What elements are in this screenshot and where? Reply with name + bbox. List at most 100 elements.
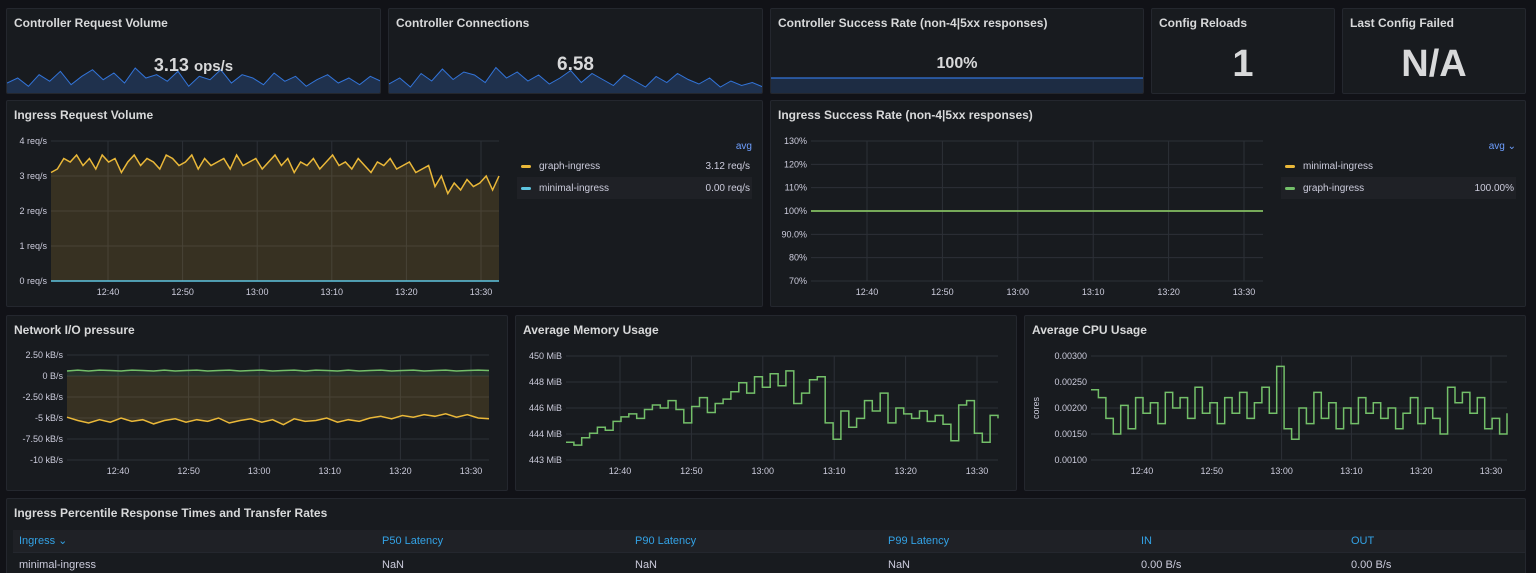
column-header-in[interactable]: IN (1135, 530, 1345, 552)
y-tick-label: 3 req/s (19, 171, 47, 181)
config-reloads-panel[interactable]: Config Reloads 1 (1151, 8, 1335, 94)
x-tick-label: 13:30 (1480, 466, 1503, 476)
legend-calc-header[interactable]: avg (735, 141, 752, 152)
panel-title: Ingress Percentile Response Times and Tr… (14, 506, 328, 520)
controller-success-rate-panel[interactable]: Controller Success Rate (non-4|5xx respo… (770, 8, 1144, 94)
ingress-success-legend: avg ⌄ minimal-ingress graph-ingress 100.… (1281, 141, 1516, 199)
x-tick-label: 12:40 (107, 466, 130, 476)
legend-swatch (521, 186, 531, 190)
y-axis-label: cores (1031, 397, 1041, 420)
stat-value: 3.13 ops/s (153, 55, 234, 75)
cpu-usage-chart: 0.00300 0.00250 0.00200 0.00150 0.00100 12:40… (1031, 351, 1508, 476)
network-io-panel[interactable]: Network I/O pressure 2.50 kB/s 0 B/s -2.50… (6, 315, 508, 491)
y-tick-label: 0.00150 (1054, 429, 1087, 439)
legend-swatch (1285, 164, 1295, 168)
column-header-out[interactable]: OUT (1345, 530, 1525, 552)
stat-value: 1 (1232, 43, 1254, 85)
series-line (66, 369, 490, 372)
ingress-request-volume-panel[interactable]: Ingress Request Volume 4 req/s 3 req/s 2 r… (6, 100, 763, 307)
stat-value: 100% (936, 55, 978, 72)
x-tick-label: 13:20 (894, 466, 917, 476)
x-tick-label: 12:40 (97, 287, 120, 297)
y-tick-label: 444 MiB (529, 429, 562, 439)
panel-title: Config Reloads (1159, 16, 1248, 30)
sparkline (7, 67, 380, 93)
ingress-success-rate-chart: 130% 120% 110% 100% 90.0% 80% 70% 12:40 12:50 13:… (781, 136, 1263, 297)
panel-title: Controller Request Volume (14, 16, 168, 30)
x-tick-label: 12:40 (1131, 466, 1154, 476)
x-tick-label: 12:50 (931, 287, 954, 297)
y-tick-label: 90.0% (781, 229, 807, 239)
cpu-usage-panel[interactable]: Average CPU Usage 0.00300 0.00250 0.00200 0… (1024, 315, 1526, 491)
legend-item[interactable]: graph-ingress 3.12 req/s (517, 155, 752, 177)
y-tick-label: 2 req/s (19, 206, 47, 216)
panel-title: Last Config Failed (1350, 16, 1455, 30)
column-header-p99[interactable]: P99 Latency (882, 530, 1135, 552)
x-tick-label: 13:30 (966, 466, 989, 476)
y-tick-label: 70% (789, 276, 807, 286)
x-tick-label: 13:30 (1233, 287, 1256, 297)
y-tick-label: 0.00100 (1054, 455, 1087, 465)
y-tick-label: 0.00300 (1054, 351, 1087, 361)
column-header-p90[interactable]: P90 Latency (629, 530, 882, 552)
controller-request-volume-panel[interactable]: Controller Request Volume 3.13 ops/s (6, 8, 381, 94)
x-tick-label: 13:10 (319, 466, 342, 476)
y-tick-label: 1 req/s (19, 241, 47, 251)
table-cell: 0.00 B/s (1135, 551, 1345, 573)
legend-calc-header[interactable]: avg ⌄ (1488, 141, 1516, 152)
y-tick-label: -5 kB/s (35, 413, 64, 423)
x-tick-label: 12:40 (609, 466, 632, 476)
panel-title: Ingress Success Rate (non-4|5xx response… (778, 108, 1033, 122)
ingress-percentile-table-panel[interactable]: Ingress Percentile Response Times and Tr… (6, 498, 1526, 573)
x-tick-label: 13:10 (1082, 287, 1105, 297)
y-tick-label: 100% (784, 206, 807, 216)
column-header-ingress[interactable]: Ingress ⌄ (13, 530, 376, 552)
panel-title: Average CPU Usage (1032, 323, 1147, 337)
y-tick-label: 130% (784, 136, 807, 146)
ingress-volume-legend: avg graph-ingress 3.12 req/s minimal-ing… (517, 141, 752, 199)
y-tick-label: -2.50 kB/s (22, 392, 63, 402)
x-tick-label: 13:20 (395, 287, 418, 297)
x-tick-label: 12:50 (680, 466, 703, 476)
ingress-percentile-table: Ingress ⌄ P50 Latency P90 Latency P99 La… (13, 530, 1525, 573)
y-tick-label: 120% (784, 159, 807, 169)
stat-value: 6.58 (557, 54, 594, 75)
x-tick-label: 12:50 (1201, 466, 1224, 476)
y-tick-label: 0 req/s (19, 276, 47, 286)
legend-swatch (521, 164, 531, 168)
stat-unit: ops/s (193, 58, 234, 75)
panel-title: Controller Success Rate (non-4|5xx respo… (778, 16, 1048, 30)
table-row[interactable]: minimal-ingress NaN NaN NaN 0.00 B/s 0.0… (13, 551, 1525, 573)
legend-item[interactable]: graph-ingress 100.00% (1281, 177, 1516, 199)
column-header-p50[interactable]: P50 Latency (376, 530, 629, 552)
memory-usage-chart: 450 MiB 448 MiB 446 MiB 444 MiB 443 MiB 12:40… (529, 351, 999, 476)
series-area (67, 376, 489, 425)
table-cell: 0.00 B/s (1345, 551, 1525, 573)
sparkline (771, 77, 1143, 93)
panel-title: Controller Connections (396, 16, 530, 30)
y-tick-label: 0 B/s (42, 371, 63, 381)
ingress-success-rate-panel[interactable]: Ingress Success Rate (non-4|5xx response… (770, 100, 1526, 307)
controller-connections-panel[interactable]: Controller Connections 6.58 (388, 8, 763, 94)
last-config-failed-panel[interactable]: Last Config Failed N/A (1342, 8, 1526, 94)
x-tick-label: 13:30 (460, 466, 483, 476)
x-tick-label: 13:10 (321, 287, 344, 297)
x-tick-label: 13:30 (470, 287, 493, 297)
y-tick-label: 446 MiB (529, 403, 562, 413)
legend-item[interactable]: minimal-ingress 0.00 req/s (517, 177, 752, 199)
x-tick-label: 13:20 (1410, 466, 1433, 476)
x-tick-label: 13:10 (1340, 466, 1363, 476)
y-tick-label: 450 MiB (529, 351, 562, 361)
memory-usage-panel[interactable]: Average Memory Usage 450 MiB 448 MiB 446 M… (515, 315, 1017, 491)
table-cell: NaN (629, 551, 882, 573)
x-tick-label: 12:50 (171, 287, 194, 297)
x-tick-label: 13:00 (752, 466, 775, 476)
series-line (566, 370, 999, 446)
x-tick-label: 13:00 (248, 466, 271, 476)
legend-swatch (1285, 186, 1295, 190)
legend-item[interactable]: minimal-ingress (1281, 155, 1516, 177)
series-line (50, 153, 500, 196)
table-cell: NaN (376, 551, 629, 573)
y-tick-label: 110% (785, 183, 807, 193)
panel-title: Average Memory Usage (523, 323, 659, 337)
